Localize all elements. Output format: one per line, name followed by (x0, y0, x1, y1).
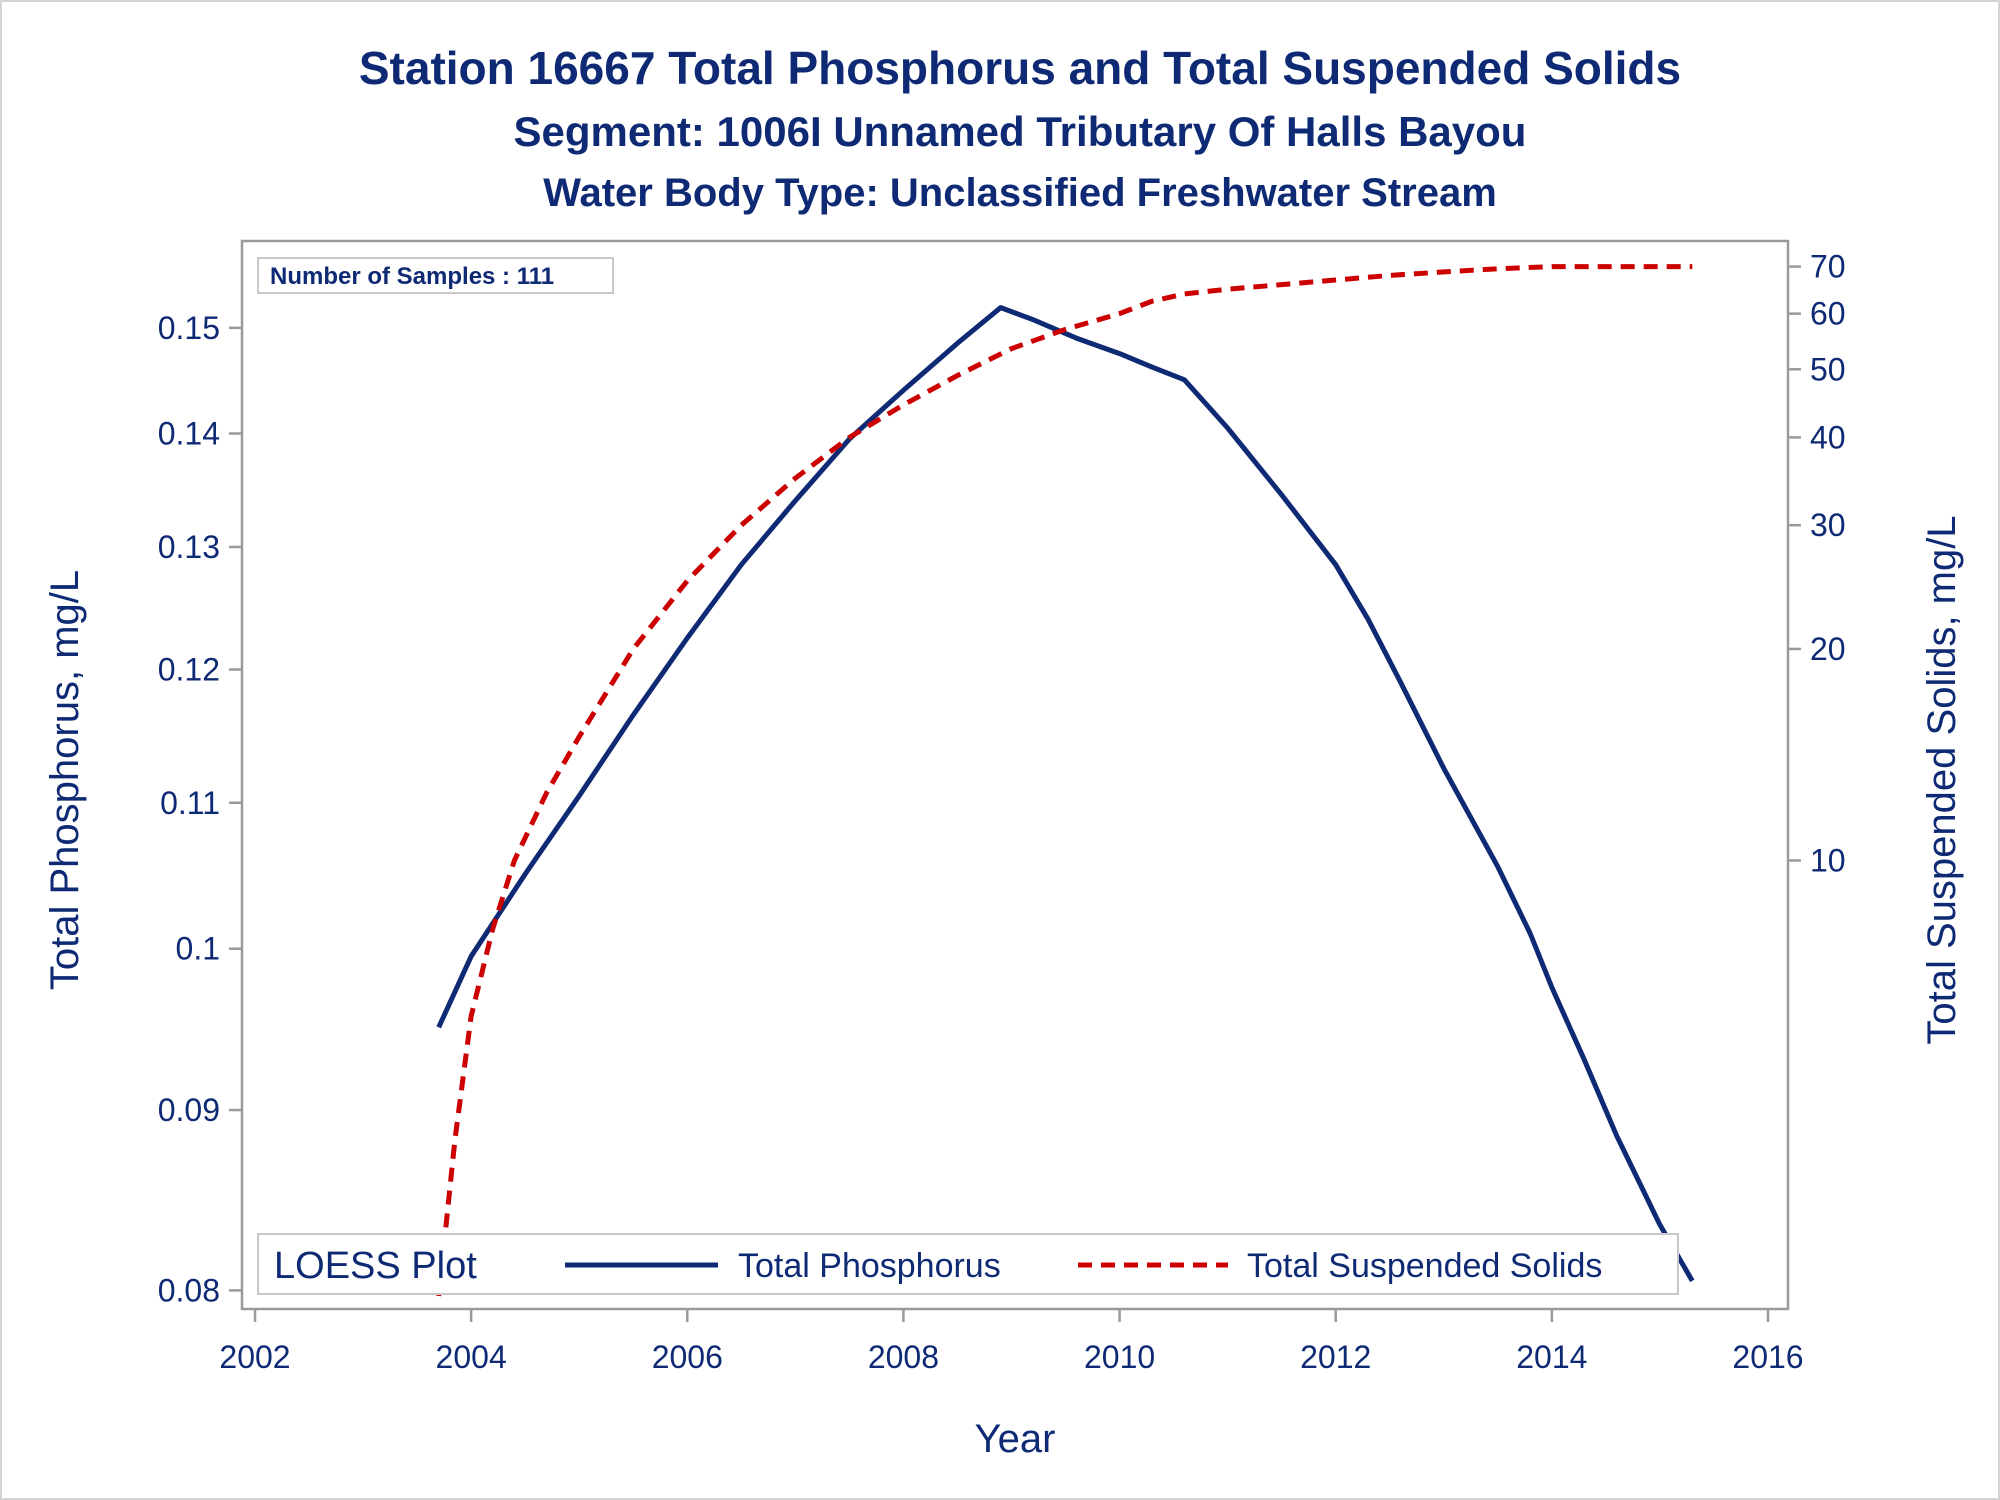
y-left-tick-label: 0.14 (158, 415, 220, 451)
y-left-tick-label: 0.12 (158, 652, 220, 688)
x-axis-label: Year (975, 1417, 1056, 1461)
x-tick-label: 2014 (1516, 1339, 1587, 1375)
y-axis-left-label: Total Phosphorus, mg/L (43, 570, 87, 990)
legend-title: LOESS Plot (274, 1245, 477, 1287)
plot-area-border (240, 239, 1790, 1311)
y-right-tick-label: 60 (1810, 296, 1846, 332)
y-right-tick-label: 20 (1810, 631, 1846, 667)
chart-subtitle: Segment: 1006I Unnamed Tributary Of Hall… (514, 108, 1527, 155)
sample-count-box (257, 257, 614, 294)
y-axis-left: 0.08 0.09 0.1 0.11 0.12 0.13 0.14 0.15 (158, 310, 242, 1308)
series-line-total-suspended-solids (436, 264, 1693, 1297)
y-left-tick-label: 0.11 (160, 785, 220, 821)
x-tick-label: 2008 (868, 1339, 939, 1375)
legend-label-total-suspended-solids: Total Suspended Solids (1247, 1247, 1602, 1285)
chart-title: Station 16667 Total Phosphorus and Total… (359, 42, 1681, 94)
chart-subtitle-water-body: Water Body Type: Unclassified Freshwater… (543, 171, 1497, 215)
series-line-total-phosphorus (436, 305, 1695, 1283)
y-right-tick-label: 40 (1810, 419, 1846, 455)
y-left-tick-label: 0.1 (176, 931, 220, 967)
x-tick-label: 2012 (1300, 1339, 1371, 1375)
y-right-tick-label: 30 (1810, 507, 1846, 543)
y-right-tick-label: 10 (1810, 842, 1846, 878)
y-left-tick-label: 0.15 (158, 310, 220, 346)
x-tick-label: 2004 (436, 1339, 507, 1375)
y-right-tick-label: 70 (1810, 249, 1846, 285)
sample-count-annotation: Number of Samples : 111 (270, 263, 554, 290)
x-tick-label: 2006 (652, 1339, 723, 1375)
y-left-tick-label: 0.09 (158, 1092, 220, 1128)
y-axis-right-label: Total Suspended Solids, mg/L (1920, 515, 1964, 1044)
y-axis-right: 10 20 30 40 50 60 70 (1788, 249, 1846, 878)
y-right-tick-label: 50 (1810, 351, 1846, 387)
x-tick-label: 2016 (1732, 1339, 1803, 1375)
x-tick-label: 2002 (219, 1339, 290, 1375)
y-left-tick-label: 0.13 (158, 529, 220, 565)
x-axis: 2002 2004 2006 2008 2010 2012 2014 2016 (219, 1309, 1804, 1375)
legend-box (257, 1233, 1679, 1295)
legend: LOESS Plot Total Phosphorus Total Suspen… (257, 1233, 1679, 1295)
legend-label-total-phosphorus: Total Phosphorus (738, 1247, 1001, 1285)
y-left-tick-label: 0.08 (158, 1272, 220, 1308)
series-lines (436, 264, 1695, 1297)
x-tick-label: 2010 (1084, 1339, 1155, 1375)
